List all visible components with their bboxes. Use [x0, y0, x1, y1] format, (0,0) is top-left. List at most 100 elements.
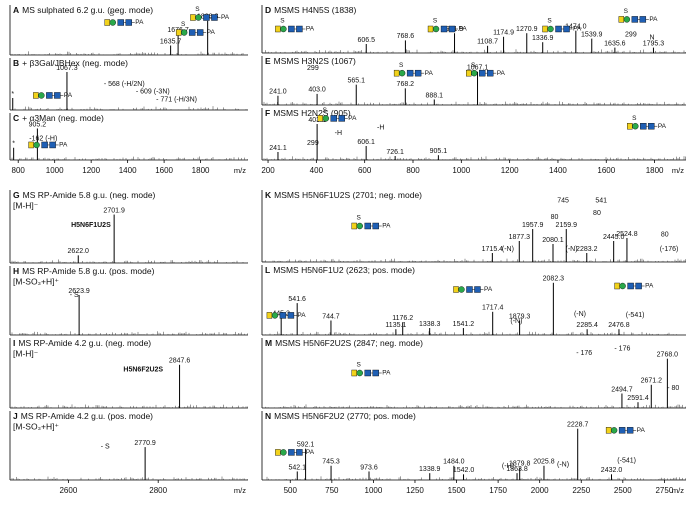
x-axis-label: m/z	[234, 486, 246, 495]
panel-letter: A	[13, 5, 19, 15]
glycan-hexnac	[41, 141, 48, 149]
peak-label: 2025.8	[533, 459, 555, 466]
peak-label: 2768.0	[657, 352, 679, 359]
peak-label: 1879.8	[509, 460, 531, 467]
glycan-hexnac	[639, 16, 647, 23]
panel-title: H MS RP-Amide 5.8 g.u. (pos. mode)	[13, 266, 155, 276]
panel-title-text: MSMS H5N6F2U2 (2770; pos. mode)	[274, 411, 416, 421]
glycan-hexnac	[296, 449, 303, 456]
glycan-hexnac	[474, 286, 481, 293]
glycan-tag: PA	[306, 449, 315, 456]
panel-letter: J	[13, 411, 18, 421]
panel-subtitle: [M-SO₃+H]⁺	[13, 276, 59, 286]
peak-label: 1863.8	[506, 466, 528, 473]
annotation: (-H)	[502, 463, 514, 470]
x-tick-label: 1600	[155, 166, 173, 175]
annotation: - 176	[614, 345, 630, 352]
glycan-hexnac	[640, 122, 647, 130]
sulfate-tag: S	[280, 18, 285, 25]
glycan-hexose	[195, 14, 202, 21]
peak-label: 2622.0	[68, 248, 90, 255]
panel-title: J MS RP-Amide 4.2 g.u. (pos. mode)	[13, 411, 153, 421]
glycan-hexose	[109, 19, 116, 26]
sulfate-tag: S	[110, 11, 115, 18]
x-tick-label: 2500	[614, 486, 632, 495]
peak-label: 2671.2	[641, 378, 663, 385]
x-axis-label: m/z	[672, 166, 684, 175]
glycan-hexose	[271, 312, 279, 319]
glycan-hexose	[280, 449, 287, 456]
x-tick-label: 1200	[82, 166, 100, 175]
panel-title-text: MS RP-Amide 4.2 g.u. (neg. mode)	[18, 338, 151, 348]
glycan-hexose	[610, 427, 618, 434]
glycan-hexnac	[54, 92, 61, 99]
glycan-tag: PA	[64, 92, 73, 99]
peak-label: 403.1	[308, 117, 326, 124]
glycan-hexnac	[288, 449, 295, 456]
glycan-tag: PA	[497, 70, 506, 77]
panel-letter: F	[265, 108, 270, 118]
glycan-tag: PA	[59, 142, 68, 149]
glycan-icon: PA S	[393, 62, 434, 77]
peak-label: 606.1	[357, 139, 375, 146]
glycan-tag: PA	[649, 16, 658, 23]
glycan-galnac	[33, 92, 39, 99]
glycan-hexose	[471, 69, 478, 77]
peak-label: 2432.0	[601, 467, 623, 474]
peak-label: 2591.4	[627, 395, 649, 402]
panel-title: D MSMS H4N5S (1838)	[265, 5, 357, 15]
glycan-tag: PA	[425, 70, 434, 77]
peak-label: 1338.9	[419, 466, 441, 473]
annotation: 299	[307, 65, 319, 72]
x-tick-label: 1750	[489, 486, 507, 495]
glycan-icon: PA S	[104, 11, 144, 26]
glycan-hexnac	[338, 115, 345, 122]
annotation: 80	[593, 210, 601, 217]
glycan-hexose	[180, 29, 188, 36]
peak-label: 1484.0	[443, 459, 465, 466]
peak-label: 726.1	[386, 149, 404, 156]
glycan-hexnac	[372, 369, 379, 377]
peak-label: 2770.9	[134, 440, 156, 447]
peak-label: 2445.0	[603, 234, 625, 241]
sulfate-tag: S	[357, 215, 362, 222]
glycan-hexnac	[279, 312, 287, 319]
x-tick-label: 1600	[597, 166, 615, 175]
annotation: N	[650, 34, 655, 41]
x-tick-label: 2600	[59, 486, 77, 495]
glycan-hexnac	[406, 69, 414, 77]
glycan-icon: PA	[614, 283, 654, 290]
annotation: 745	[557, 198, 569, 205]
x-tick-label: 800	[406, 166, 420, 175]
peak-label: 2080.1	[542, 237, 564, 244]
glycan-icon: PA S	[275, 18, 315, 33]
sulfate-tag: S	[471, 62, 476, 69]
glycan-galnac	[175, 29, 182, 36]
panel-title: K MSMS H5N6F1U2S (2701; neg. mode)	[265, 190, 422, 200]
peak-label: 744.7	[322, 313, 340, 320]
peak-label: 1877.3	[509, 234, 531, 241]
glycan-hexnac	[203, 14, 210, 21]
glycan-hexnac	[466, 286, 473, 293]
peak-label: 241.1	[269, 145, 287, 152]
panel-subtitle: [M-H]⁻	[13, 200, 39, 210]
glycan-hexnac	[49, 141, 56, 149]
glycan-hexose	[322, 115, 329, 122]
peak-label: 606.5	[357, 37, 375, 44]
glycan-hexnac	[555, 25, 562, 33]
peak-label: 1879.3	[509, 313, 531, 320]
glycan-hexnac	[125, 19, 132, 26]
sulfate-tag: S	[323, 107, 328, 114]
glycan-galnac	[190, 14, 196, 21]
glycan-galnac	[453, 286, 459, 293]
panel-subtitle: [M-SO₃+H]⁺	[13, 421, 59, 431]
panel-title-text: MSMS H5N6F1U2 (2623; pos. mode)	[273, 265, 415, 275]
glycan-icon: PA S	[618, 8, 658, 23]
glycan-hexnac	[448, 25, 456, 33]
glycan-tag: PA	[459, 26, 468, 33]
glycan-hexnac	[631, 16, 639, 23]
peak-label: 1635.7	[160, 38, 182, 45]
panel-letter: D	[265, 5, 271, 15]
peak-label: 1108.7	[477, 39, 498, 46]
panel-title-text: MS sulphated 6.2 g.u. (neg. mode)	[22, 5, 153, 15]
